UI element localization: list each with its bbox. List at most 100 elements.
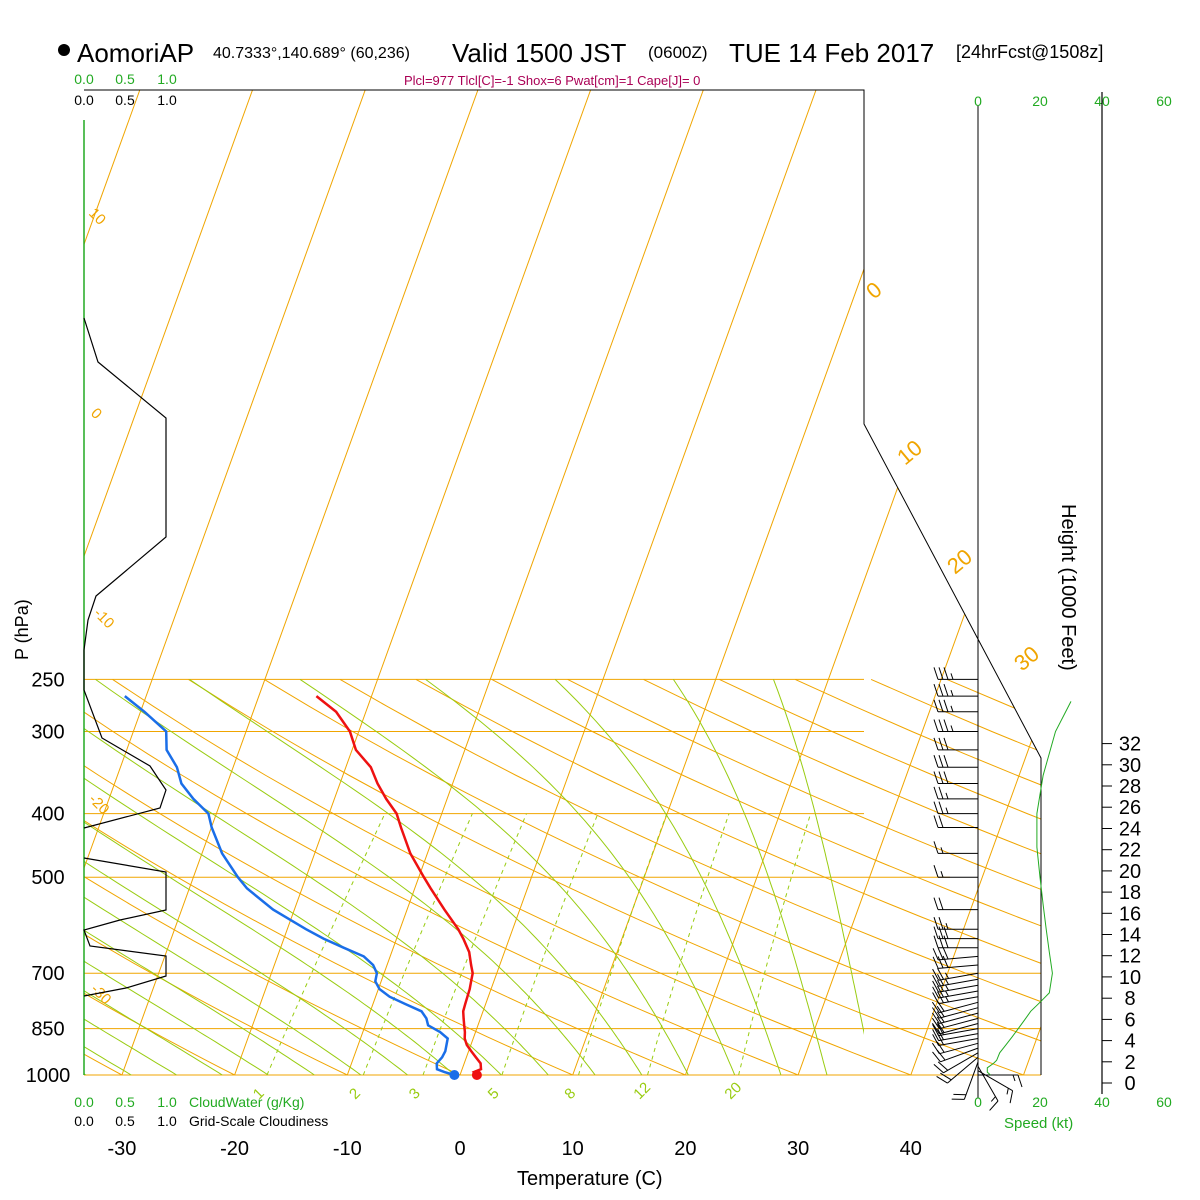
height-tick-label: 26	[1119, 797, 1141, 819]
utc-time: (0600Z)	[648, 43, 708, 62]
height-tick-label: 28	[1119, 776, 1141, 798]
dry-adiabat	[1022, 678, 1041, 1075]
temperature-tick-label: 40	[900, 1138, 922, 1160]
temperature-tick-label: 0	[454, 1138, 465, 1160]
wind-barb	[933, 815, 978, 828]
dry-adiabat	[188, 678, 1041, 1075]
mixing-ratio-label: 12	[630, 1079, 654, 1103]
dewpoint-line	[124, 695, 455, 1077]
plot-frame	[84, 89, 1042, 1075]
dry-adiabat	[84, 678, 834, 1075]
wind-barb	[931, 1021, 979, 1035]
dry-adiabat	[84, 679, 149, 1075]
cloudwater-tick-bottom: 0.5	[115, 1094, 135, 1110]
mixing-ratio-label: 8	[561, 1085, 579, 1103]
wind-barb	[932, 967, 979, 981]
cloudwater-tick-top: 0.5	[115, 71, 135, 87]
wind-barb	[933, 801, 978, 815]
dry-adiabat	[84, 679, 263, 1075]
station-name: AomoriAP	[77, 38, 194, 68]
station-coords: 40.7333°,140.689° (60,236)	[213, 45, 410, 62]
moist-adiabat	[84, 821, 456, 1075]
wind-speed-label: Speed (kt)	[1004, 1115, 1073, 1132]
height-tick-label: 20	[1119, 861, 1141, 883]
isotherm-line	[121, 90, 479, 1075]
moist-adiabat	[84, 727, 549, 1075]
isotherm-line	[684, 90, 1041, 1075]
temperature-tick-label: -20	[220, 1138, 249, 1160]
height-tick-label: 0	[1124, 1073, 1135, 1095]
cloudiness-tick-bottom: 1.0	[157, 1113, 177, 1129]
moist-adiabat	[84, 896, 362, 1075]
height-tick-label: 30	[1119, 755, 1141, 777]
cloudiness-tick-bottom: 0.0	[74, 1113, 94, 1129]
valid-date: TUE 14 Feb 2017	[729, 38, 934, 68]
wind-barb	[977, 1066, 999, 1111]
height-tick-label: 4	[1124, 1031, 1135, 1053]
height-tick-label: 32	[1119, 734, 1141, 756]
wind-speed-tick-bottom: 60	[1156, 1094, 1172, 1110]
dry-adiabat	[643, 678, 1041, 1075]
mixing-ratio-line	[422, 813, 527, 1076]
isotherm-label: 0	[861, 277, 886, 304]
dry-adiabat	[0, 679, 34, 1089]
surface-temperature-marker	[471, 1070, 482, 1080]
wind-barb	[933, 667, 978, 680]
height-tick-label: 12	[1119, 946, 1141, 968]
moist-adiabat	[84, 960, 270, 1075]
height-tick-label: 6	[1124, 1009, 1135, 1031]
wind-barb	[951, 1061, 979, 1100]
moist-adiabat	[84, 929, 316, 1075]
y-axis-label: P (hPa)	[12, 599, 32, 660]
dry-adiabat	[719, 678, 1041, 1075]
wind-barb	[933, 755, 978, 768]
wind-barb	[933, 935, 978, 949]
dry-adiabat	[84, 679, 491, 1075]
isotherm-line	[84, 90, 253, 1075]
dry-adiabat	[870, 678, 1041, 1075]
indices-line: Plcl=977 Tlcl[C]=-1 Shox=6 Pwat[cm]=1 Ca…	[404, 73, 700, 88]
isotherm-line	[84, 90, 141, 1075]
moist-adiabat	[84, 1018, 178, 1075]
wind-barb	[933, 786, 978, 800]
moist-adiabat	[84, 990, 224, 1075]
dry-adiabat	[84, 679, 606, 1075]
height-tick-label: 18	[1119, 882, 1141, 904]
height-tick-label: 8	[1124, 988, 1135, 1010]
moist-adiabat	[95, 678, 596, 1075]
temperature-line	[315, 695, 483, 1076]
isotherm-line	[797, 90, 1041, 1075]
cloudiness-tick-top: 0.0	[74, 92, 94, 108]
wind-barb	[933, 683, 978, 697]
isotherm-label: -10	[90, 605, 117, 632]
dry-adiabat	[84, 678, 720, 1075]
mixing-ratio-line	[578, 813, 668, 1076]
isotherms	[0, 90, 1041, 1075]
moist-adiabat	[84, 860, 409, 1075]
isotherm-line	[459, 90, 817, 1075]
moist-adiabat	[425, 678, 736, 1075]
isotherm-line	[84, 90, 366, 1075]
pressure-tick-label: 300	[31, 722, 64, 744]
wind-barb	[933, 897, 978, 911]
surface-dewpoint-marker	[449, 1070, 460, 1080]
moist-adiabat	[84, 777, 503, 1075]
moist-adiabat	[554, 679, 782, 1075]
isotherm-line	[910, 90, 1041, 1075]
valid-time: Valid 1500 JST	[452, 38, 627, 68]
isotherm-label: 10	[85, 205, 109, 229]
forecast-label: [24hrFcst@1508z]	[956, 42, 1103, 62]
height-tick-label: 16	[1119, 903, 1141, 925]
temperature-tick-label: 20	[674, 1138, 696, 1160]
pressure-tick-label: 400	[31, 804, 64, 826]
wind-speed-line	[986, 701, 1072, 1076]
wind-barb	[977, 1070, 1014, 1104]
moist-adiabat	[299, 678, 689, 1075]
wind-barb	[931, 1041, 979, 1055]
dry-adiabat	[567, 678, 1041, 1075]
mixing-ratio-label: 2	[346, 1085, 364, 1103]
cloudwater-tick-top: 1.0	[157, 71, 177, 87]
mixing-ratio-lines: 1 2 3 5 8 12 20	[250, 813, 812, 1103]
isotherm-line	[0, 90, 27, 1075]
